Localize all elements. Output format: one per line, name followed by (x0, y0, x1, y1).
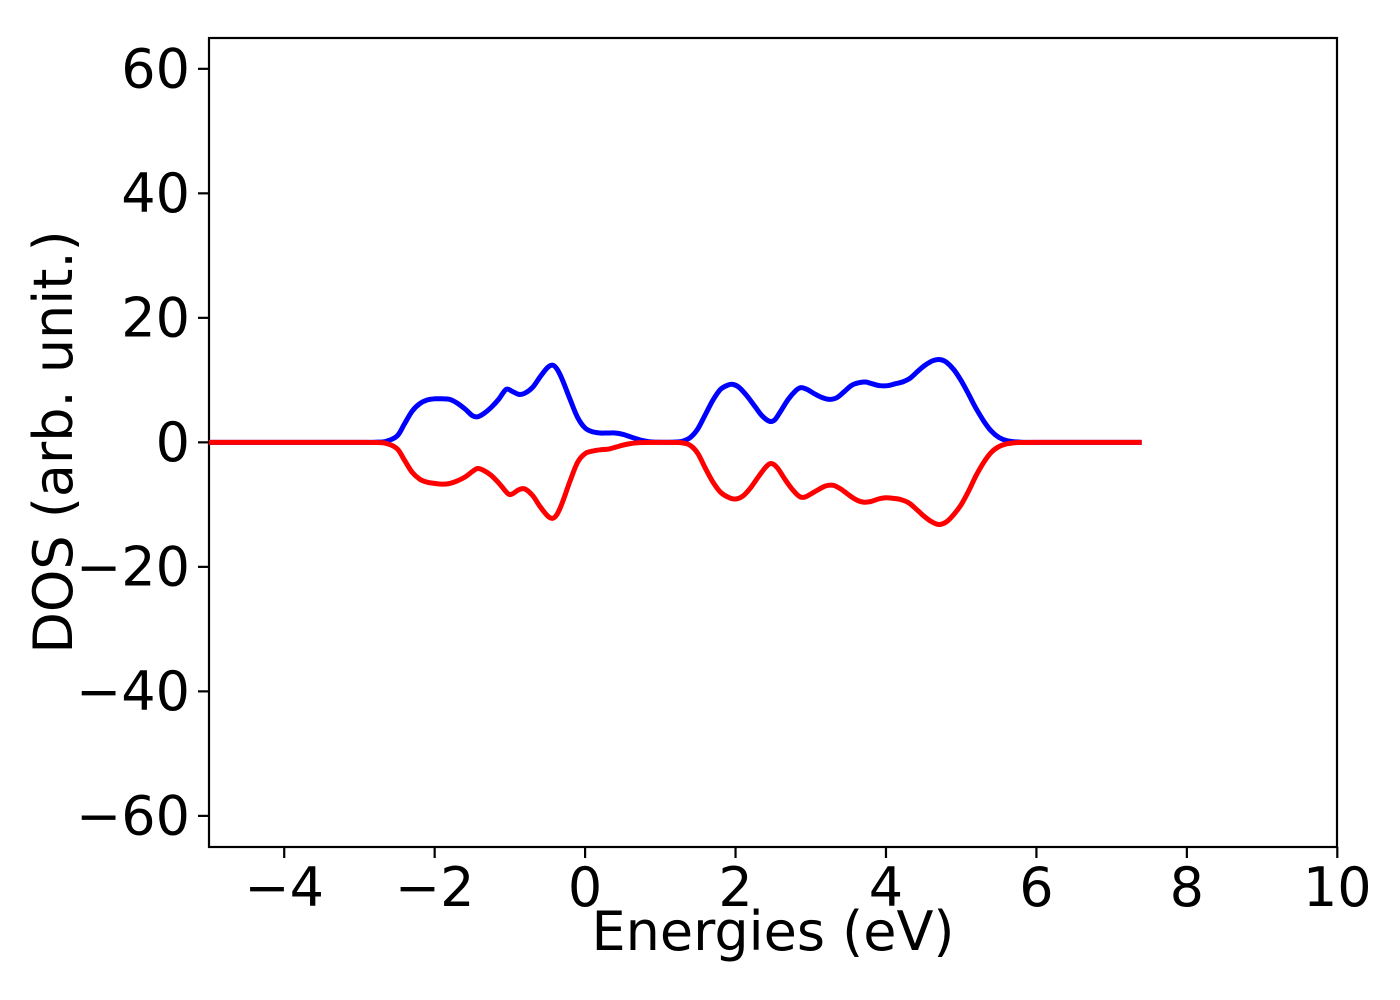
y-axis-ticks: −60 −40 −20 0 20 40 60 (76, 37, 209, 847)
y-tick-label: 0 (156, 411, 190, 474)
x-tick-label: 8 (1170, 856, 1204, 919)
y-tick-label: 60 (121, 37, 190, 100)
x-tick-label: 10 (1303, 856, 1372, 919)
x-tick-label: 4 (869, 856, 903, 919)
y-axis-label: DOS (arb. unit.) (22, 230, 85, 653)
y-tick-label: −20 (76, 535, 190, 598)
x-axis-label: Energies (eV) (592, 900, 955, 963)
y-tick-label: 40 (121, 162, 190, 225)
dos-curves (209, 357, 1142, 528)
x-tick-label: 6 (1019, 856, 1053, 919)
spin-up-dos-curve (209, 357, 1142, 445)
x-tick-label: −2 (395, 856, 475, 919)
x-axis-ticks: −4 −2 0 2 4 6 8 10 (244, 847, 1372, 919)
y-tick-label: −40 (76, 660, 190, 723)
x-tick-label: 0 (568, 856, 602, 919)
y-tick-label: 20 (121, 286, 190, 349)
x-tick-label: −4 (244, 856, 324, 919)
x-tick-label: 2 (718, 856, 752, 919)
spin-down-dos-curve (209, 439, 1142, 528)
y-tick-label: −60 (76, 784, 190, 847)
